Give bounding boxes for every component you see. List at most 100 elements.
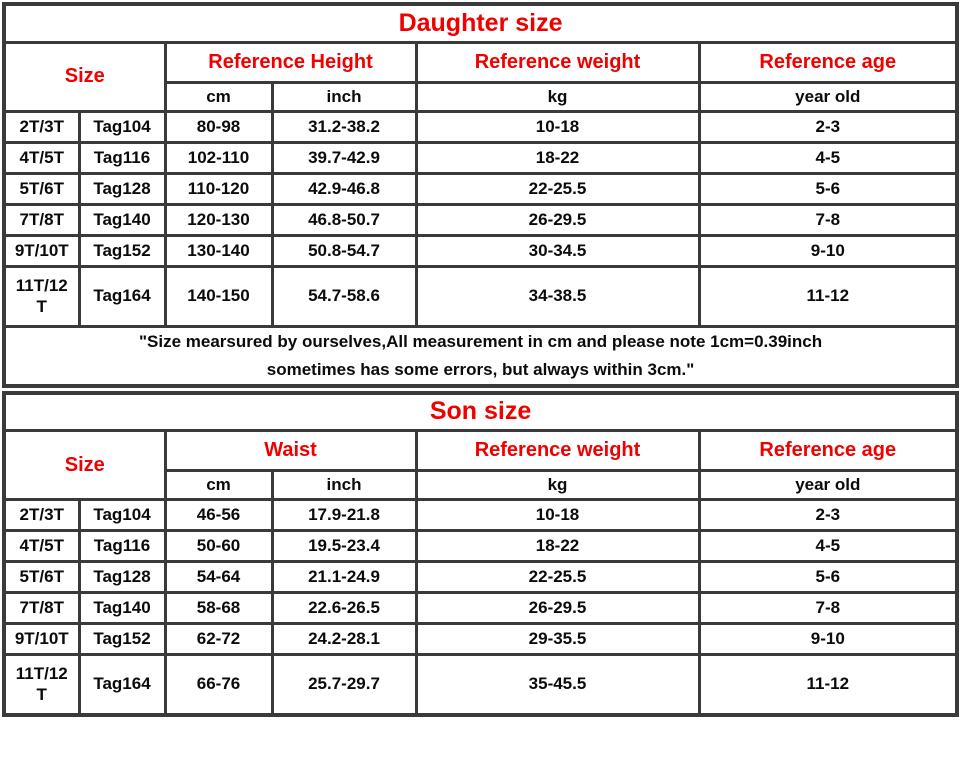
age-cell: 9-10 [697, 233, 959, 268]
age-cell: 5-6 [697, 560, 959, 594]
tag-cell: Tag104 [77, 498, 167, 532]
size-cell: 11T/12T [2, 653, 81, 716]
unit-header-year-old: year old [697, 80, 959, 113]
tag-cell: Tag152 [77, 622, 167, 656]
size-label: 11T/12T [15, 664, 68, 705]
kg-cell: 29-35.5 [414, 622, 701, 656]
measurement-note-line2: sometimes has some errors, but always wi… [266, 359, 695, 379]
kg-cell: 22-25.5 [414, 171, 701, 206]
table-row: cm inch kg year old [4, 469, 959, 501]
cm-cell: 80-98 [163, 109, 274, 144]
son-table-title: Son size [2, 391, 959, 432]
age-cell: 9-10 [697, 622, 959, 656]
cm-cell: 54-64 [163, 560, 274, 594]
table-row: Daughter size [2, 2, 959, 44]
tag-cell: Tag164 [77, 653, 167, 716]
kg-cell: 26-29.5 [414, 202, 701, 237]
size-cell: 9T/10T [2, 622, 81, 656]
tag-cell: Tag128 [77, 171, 167, 206]
table-row: Size Waist Reference weight Reference ag… [2, 429, 959, 501]
column-header-reference-weight: Reference weight [414, 40, 701, 84]
cm-cell: 62-72 [163, 622, 274, 656]
unit-header-year-old: year old [697, 469, 959, 501]
measurement-note-line1: "Size mearsured by ourselves,All measure… [138, 331, 823, 351]
inch-cell: 31.2-38.2 [270, 109, 418, 144]
unit-header-kg: kg [414, 469, 701, 501]
tag-cell: Tag140 [77, 202, 167, 237]
table-row: 11T/12T Tag164 140-150 54.7-58.6 34-38.5… [2, 264, 959, 328]
table-row: Son size [2, 391, 959, 432]
kg-cell: 18-22 [414, 140, 701, 175]
size-cell: 11T/12T [2, 264, 81, 328]
inch-cell: 22.6-26.5 [270, 591, 418, 625]
inch-cell: 24.2-28.1 [270, 622, 418, 656]
column-header-reference-age: Reference age [697, 429, 959, 472]
inch-cell: 39.7-42.9 [270, 140, 418, 175]
size-label: 11T/12T [15, 275, 68, 316]
unit-header-inch: inch [270, 80, 418, 113]
age-cell: 5-6 [697, 171, 959, 206]
son-size-table: Son size Size Waist Reference weight Ref… [2, 390, 960, 717]
kg-cell: 10-18 [414, 109, 701, 144]
size-cell: 2T/3T [2, 109, 81, 144]
cm-cell: 130-140 [163, 233, 274, 268]
tag-cell: Tag152 [77, 233, 167, 268]
age-cell: 4-5 [697, 529, 959, 563]
inch-cell: 17.9-21.8 [270, 498, 418, 532]
inch-cell: 42.9-46.8 [270, 171, 418, 206]
inch-cell: 46.8-50.7 [270, 202, 418, 237]
column-header-reference-height: Reference Height [163, 40, 418, 84]
tag-cell: Tag128 [77, 560, 167, 594]
age-cell: 7-8 [697, 202, 959, 237]
cm-cell: 110-120 [163, 171, 274, 206]
table-row: 11T/12T Tag164 66-76 25.7-29.7 35-45.5 1… [2, 653, 959, 716]
table-row: 4T/5T Tag116 102-110 39.7-42.9 18-22 4-5 [2, 140, 959, 175]
age-cell: 11-12 [697, 653, 959, 716]
kg-cell: 18-22 [414, 529, 701, 563]
age-cell: 7-8 [697, 591, 959, 625]
tag-cell: Tag104 [77, 109, 167, 144]
cm-cell: 46-56 [163, 498, 274, 532]
column-header-reference-age: Reference age [697, 40, 959, 84]
size-cell: 7T/8T [2, 591, 81, 625]
kg-cell: 35-45.5 [414, 653, 701, 716]
age-cell: 2-3 [697, 498, 959, 532]
size-cell: 9T/10T [2, 233, 81, 268]
inch-cell: 25.7-29.7 [270, 653, 418, 716]
size-cell: 5T/6T [2, 560, 81, 594]
size-cell: 4T/5T [2, 140, 81, 175]
size-cell: 5T/6T [2, 171, 81, 206]
table-row: 7T/8T Tag140 58-68 22.6-26.5 26-29.5 7-8 [2, 591, 959, 625]
table-row: 2T/3T Tag104 80-98 31.2-38.2 10-18 2-3 [2, 109, 959, 144]
table-row: 9T/10T Tag152 62-72 24.2-28.1 29-35.5 9-… [2, 622, 959, 656]
table-row: 4T/5T Tag116 50-60 19.5-23.4 18-22 4-5 [2, 529, 959, 563]
size-chart-sheet: Daughter size Size Reference Height Refe… [2, 2, 960, 717]
table-row: 2T/3T Tag104 46-56 17.9-21.8 10-18 2-3 [2, 498, 959, 532]
table-row: 5T/6T Tag128 54-64 21.1-24.9 22-25.5 5-6 [2, 560, 959, 594]
kg-cell: 34-38.5 [414, 264, 701, 328]
tag-cell: Tag164 [77, 264, 167, 328]
age-cell: 11-12 [697, 264, 959, 328]
age-cell: 2-3 [697, 109, 959, 144]
unit-header-kg: kg [414, 80, 701, 113]
daughter-table-title: Daughter size [2, 2, 959, 44]
table-row: 9T/10T Tag152 130-140 50.8-54.7 30-34.5 … [2, 233, 959, 268]
cm-cell: 58-68 [163, 591, 274, 625]
size-cell: 4T/5T [2, 529, 81, 563]
table-row: Size Reference Height Reference weight R… [2, 40, 959, 113]
age-cell: 4-5 [697, 140, 959, 175]
unit-header-cm: cm [163, 80, 274, 113]
column-header-waist: Waist [163, 429, 418, 472]
cm-cell: 66-76 [163, 653, 274, 716]
daughter-size-table: Daughter size Size Reference Height Refe… [2, 2, 960, 388]
unit-header-cm: cm [163, 469, 274, 501]
size-cell: 7T/8T [2, 202, 81, 237]
cm-cell: 102-110 [163, 140, 274, 175]
table-row: 5T/6T Tag128 110-120 42.9-46.8 22-25.5 5… [2, 171, 959, 206]
column-header-size: Size [2, 429, 167, 501]
cm-cell: 50-60 [163, 529, 274, 563]
table-row: 7T/8T Tag140 120-130 46.8-50.7 26-29.5 7… [2, 202, 959, 237]
tag-cell: Tag116 [77, 529, 167, 563]
cm-cell: 140-150 [163, 264, 274, 328]
tag-cell: Tag140 [77, 591, 167, 625]
